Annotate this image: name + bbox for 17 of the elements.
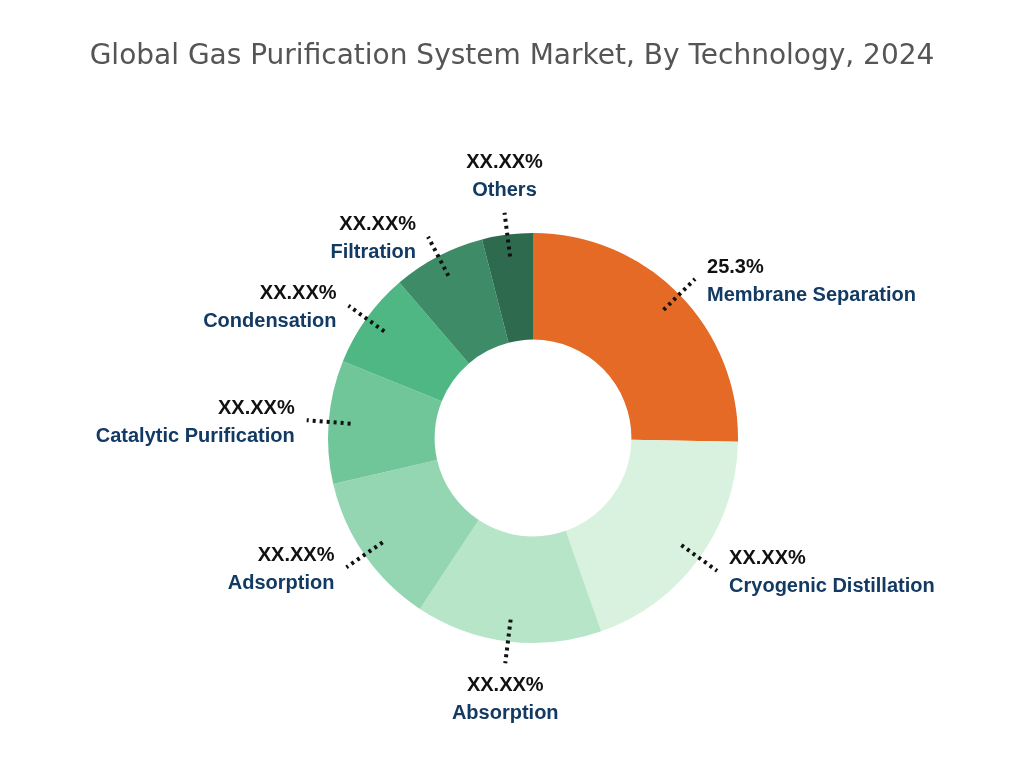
data-label: XX.XX% (466, 672, 544, 695)
data-label: XX.XX% (339, 212, 417, 235)
slice-label: Absorption (451, 700, 559, 723)
data-label: XX.XX% (466, 150, 544, 173)
slice-label: Condensation (203, 309, 337, 332)
data-label: XX.XX% (729, 546, 806, 569)
slice-label: Filtration (330, 240, 417, 263)
chart-title: Global Gas Purification System Market, By Technology, 2024 (88, 38, 936, 71)
data-label: XX.XX% (257, 542, 335, 565)
data-label: XX.XX% (218, 395, 295, 418)
slice-label: Catalytic Purification (95, 423, 295, 446)
data-label: XX.XX% (259, 281, 337, 304)
slice-label: Membrane Separation (707, 282, 916, 305)
slice-label: Others (472, 178, 537, 201)
slice-label: Cryogenic Distillation (729, 574, 935, 597)
data-label: 25.3% (707, 254, 764, 277)
slice-label: Adsorption (227, 570, 335, 593)
